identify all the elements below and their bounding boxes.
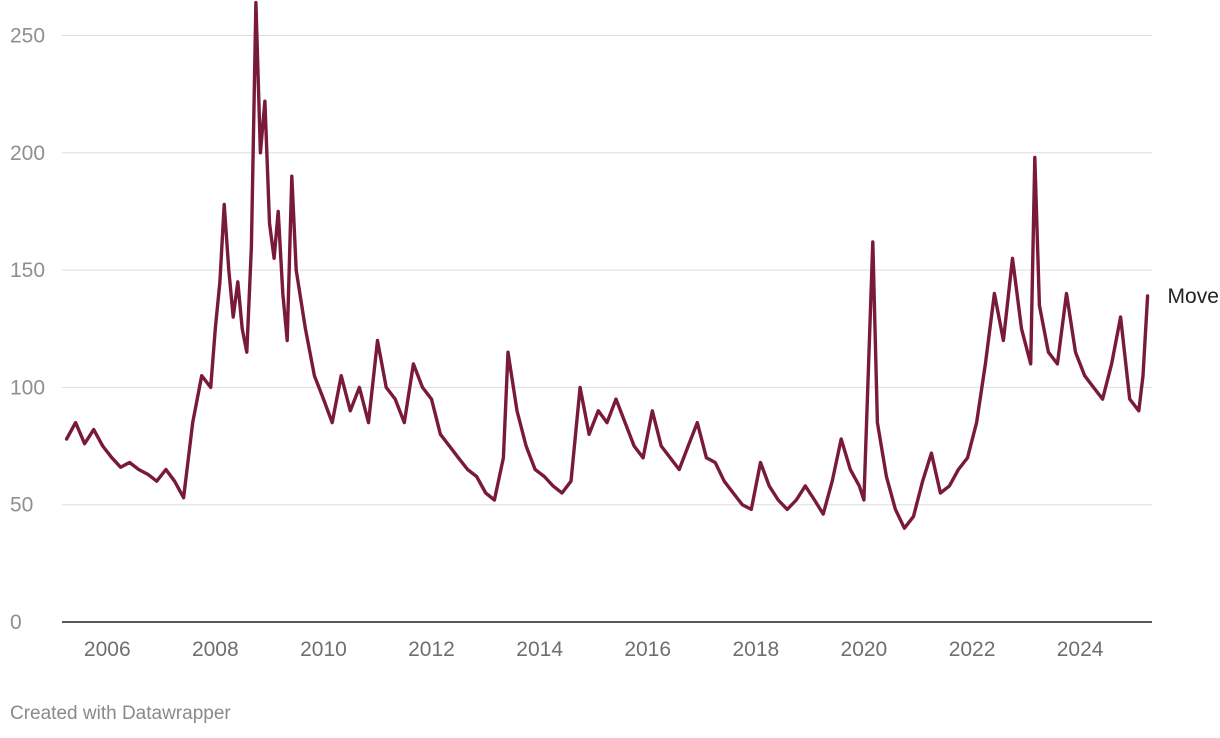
x-tick-label: 2006 bbox=[84, 638, 131, 661]
y-tick-label: 0 bbox=[10, 611, 22, 634]
series-group: Move bbox=[64, 0, 1219, 530]
y-tick-label: 150 bbox=[10, 259, 45, 282]
x-tick-label: 2014 bbox=[516, 638, 563, 661]
y-tick-label: 200 bbox=[10, 142, 45, 165]
x-tick-label: 2016 bbox=[624, 638, 671, 661]
x-tick-label: 2010 bbox=[300, 638, 347, 661]
y-tick-label: 100 bbox=[10, 376, 45, 399]
x-tick-label: 2024 bbox=[1057, 638, 1104, 661]
x-tick-label: 2018 bbox=[733, 638, 780, 661]
datawrapper-credit: Created with Datawrapper bbox=[10, 703, 231, 724]
x-tick-label: 2020 bbox=[841, 638, 888, 661]
x-axis-ticks: 2006 2008 2010 2012 2014 2016 2018 2020 2022 2024 bbox=[84, 638, 1104, 661]
x-tick-label: 2012 bbox=[408, 638, 455, 661]
x-tick-label: 2008 bbox=[192, 638, 239, 661]
gridlines bbox=[62, 34, 1152, 506]
y-tick-label: 50 bbox=[10, 494, 33, 517]
y-tick-label: 250 bbox=[10, 24, 45, 47]
series-line-move bbox=[64, 0, 1150, 530]
y-axis-ticks: 0 50 100 150 200 250 bbox=[10, 24, 45, 634]
series-label: Move bbox=[1168, 285, 1219, 308]
x-tick-label: 2022 bbox=[949, 638, 996, 661]
